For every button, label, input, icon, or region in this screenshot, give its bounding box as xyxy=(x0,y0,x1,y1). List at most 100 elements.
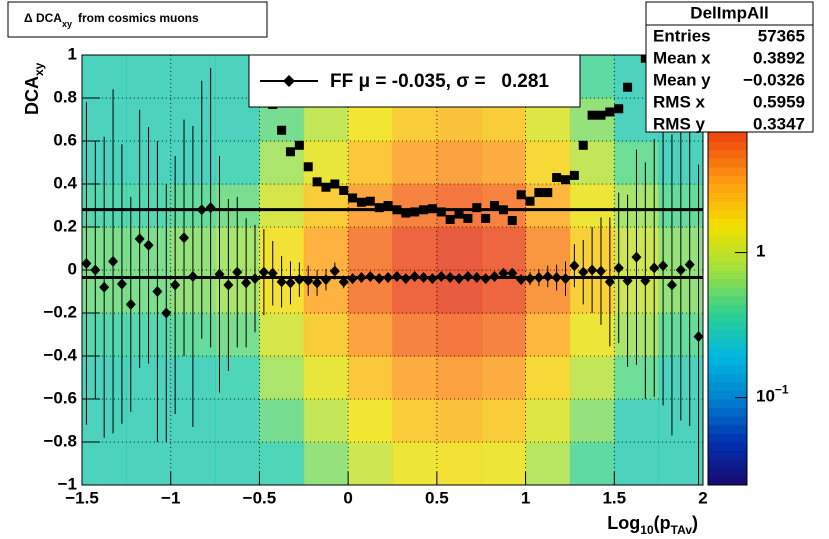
square-marker xyxy=(605,107,615,117)
y-tick-label: 0.8 xyxy=(53,87,77,106)
z-tick-text: 1 xyxy=(756,242,765,261)
stats-value: 0.3347 xyxy=(753,114,805,133)
y-tick-label: 0 xyxy=(68,259,77,278)
colorbar-cell xyxy=(708,390,747,400)
legend-marker xyxy=(283,75,295,87)
heat-cell xyxy=(82,98,127,142)
y-tick-label: −1 xyxy=(58,474,77,493)
square-marker xyxy=(294,140,304,150)
title-box xyxy=(7,1,268,38)
heat-cell xyxy=(82,55,127,99)
colorbar-cell xyxy=(708,347,747,357)
diamond-marker xyxy=(294,274,305,286)
stats-value: 57365 xyxy=(758,26,805,45)
heat-cell xyxy=(215,399,260,443)
diamond-marker xyxy=(205,202,216,214)
y-tick-label: −0.4 xyxy=(43,345,77,364)
heat-cell xyxy=(525,399,571,443)
marks-layer xyxy=(82,55,703,485)
axes-layer: −1.5 −1 −0.5 0 0.5 1 1.5 2−1−0.8−0.6−0.4−0.200.… xyxy=(43,44,707,507)
colorbar-cell xyxy=(708,295,747,305)
x-tick-label: 0 xyxy=(343,488,352,507)
colorbar-cell xyxy=(708,244,747,254)
heat-cell xyxy=(436,313,482,357)
diamond-marker xyxy=(134,233,145,245)
diamond-marker xyxy=(418,272,429,284)
diamond-marker xyxy=(232,266,243,278)
heat-cell xyxy=(392,141,438,185)
diamond-marker xyxy=(462,270,473,282)
diamond-marker xyxy=(267,267,278,279)
colorbar-cell xyxy=(708,321,747,331)
diamond-marker xyxy=(516,274,527,286)
square-marker xyxy=(623,82,633,92)
xlabel-b: (p xyxy=(654,513,671,533)
heat-cell xyxy=(259,399,305,443)
diamond-marker xyxy=(258,266,269,278)
square-marker xyxy=(401,208,411,218)
diamond-marker xyxy=(108,255,119,267)
diamond-marker xyxy=(170,279,181,291)
diamond-marker xyxy=(658,260,669,272)
heat-cell xyxy=(215,141,260,185)
square-marker xyxy=(578,140,588,150)
heat-cell xyxy=(436,141,482,185)
heat-cell xyxy=(303,442,349,485)
stats-key: Mean y xyxy=(653,70,711,89)
heat-cell xyxy=(436,442,482,485)
x-tick-label: 1.5 xyxy=(602,488,626,507)
square-marker xyxy=(312,177,322,187)
colorbar-cell xyxy=(708,235,747,245)
heat-cell xyxy=(392,356,438,400)
diamond-marker xyxy=(276,276,287,288)
colorbar-cell xyxy=(708,278,747,288)
title-sub: xy xyxy=(62,19,72,29)
xlabel-sub2: TAv xyxy=(671,523,693,537)
heat-cell xyxy=(259,184,305,228)
z-tick-text: 10 xyxy=(756,387,775,406)
title-main: Δ DCA xyxy=(24,11,62,25)
square-marker xyxy=(516,190,526,200)
heat-cell xyxy=(569,313,615,357)
square-marker xyxy=(330,179,340,189)
square-marker xyxy=(525,196,535,206)
diamond-marker xyxy=(498,267,509,279)
square-marker xyxy=(339,185,349,195)
x-tick-label: −1 xyxy=(161,488,180,507)
colorbar-cell xyxy=(708,141,747,151)
heat-cell xyxy=(436,356,482,400)
square-marker xyxy=(374,203,384,213)
diamond-marker xyxy=(445,272,456,284)
xlabel-c: ) xyxy=(692,513,698,533)
colorbar-cell xyxy=(708,407,747,417)
heat-cell xyxy=(303,399,349,443)
diamond-marker xyxy=(365,270,376,282)
heat-cell xyxy=(126,442,172,485)
colorbar-cell xyxy=(708,227,747,237)
stats-value: −0.0326 xyxy=(743,70,805,89)
colorbar-cell xyxy=(708,132,747,142)
x-tick-label: −0.5 xyxy=(243,488,277,507)
diamond-marker xyxy=(542,270,553,282)
stats-key: Mean x xyxy=(653,48,711,67)
diamond-marker xyxy=(595,265,606,277)
diamond-marker xyxy=(214,268,225,280)
square-marker xyxy=(640,55,650,63)
heat-cell xyxy=(481,399,527,443)
legend-text: FF μ = -0.035, σ = 0.281 xyxy=(330,71,549,92)
colorbar-cell xyxy=(708,149,747,159)
diamond-marker xyxy=(684,259,695,271)
diamond-marker xyxy=(241,277,252,289)
diamond-marker xyxy=(116,278,127,290)
diamond-marker xyxy=(587,264,598,276)
square-marker xyxy=(348,193,358,203)
square-marker xyxy=(277,125,287,135)
square-marker xyxy=(534,188,544,198)
diamond-marker xyxy=(507,267,518,279)
diamond-marker xyxy=(125,298,136,310)
diamond-marker xyxy=(525,273,536,285)
colorbar-cell xyxy=(708,442,747,452)
square-marker xyxy=(454,209,464,219)
heat-cell xyxy=(481,141,527,185)
